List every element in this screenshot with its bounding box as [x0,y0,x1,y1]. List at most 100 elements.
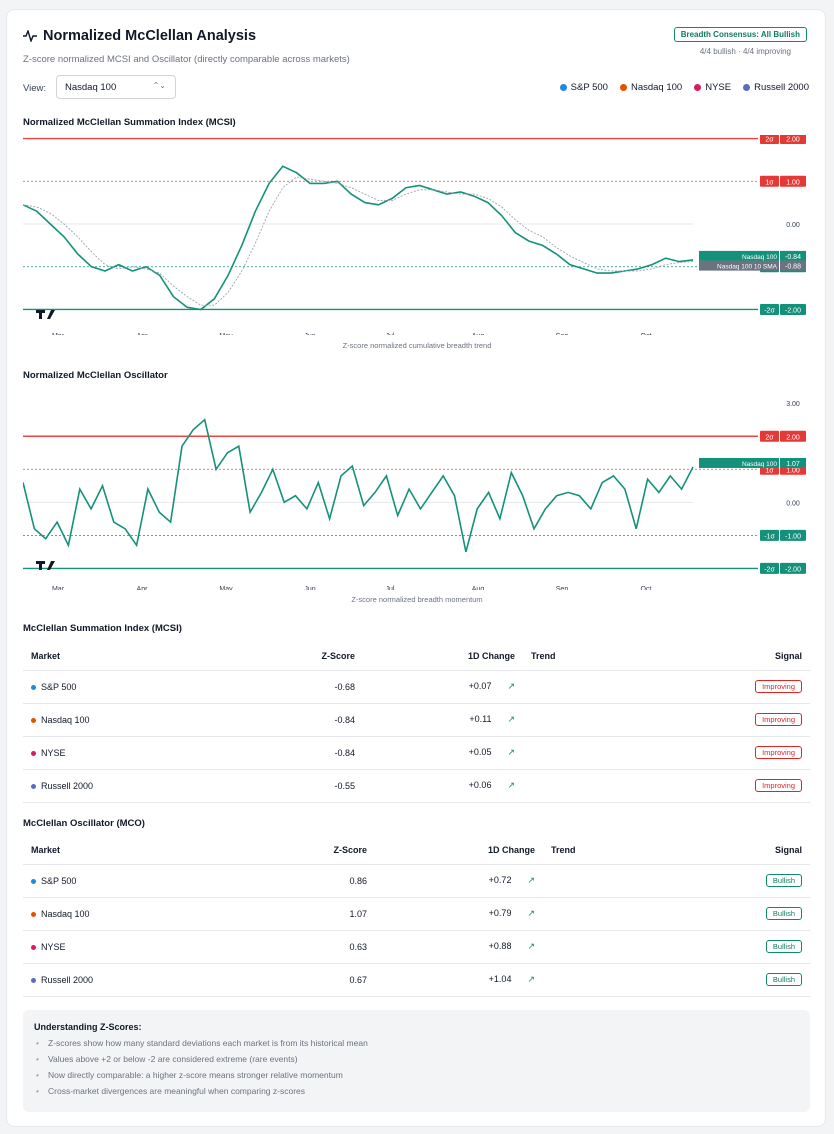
trend-cell [543,930,653,964]
market-dot [31,911,36,917]
info-title: Understanding Z-Scores: [34,1022,142,1032]
sigma-tag: -2σ [764,566,775,573]
sigma-tag-bg [760,135,779,145]
series-line [23,176,694,306]
y-tick-bg [780,175,806,187]
market-cell: S&P 500 [23,670,183,704]
last-value-name: Nasdaq 100 [742,254,777,261]
y-tick-bg [780,529,806,541]
market-name: Nasdaq 100 [41,714,90,725]
signal-cell: Improving [643,736,810,770]
table-row: Russell 2000 -0.55 +0.06 ↗ Improving [23,769,810,803]
consensus-badge: Breadth Consensus: All Bullish [673,27,807,42]
y-tick-label: 0.00 [786,500,800,507]
logo-slash [47,310,55,319]
view-select[interactable]: Nasdaq 100 ⌃⌄ [56,75,176,99]
table-row: NYSE -0.84 +0.05 ↗ Improving [23,736,810,770]
sigma-tag: 2σ [765,434,774,441]
trend-up-icon: ↗ [507,780,515,790]
sigma-tag-bg [760,175,779,187]
signal-cell: Improving [643,769,810,803]
logo-slash [47,561,55,570]
signal-badge: Improving [755,713,802,726]
legend-label: Russell 2000 [754,82,809,93]
y-tick-label: 1.00 [786,179,800,186]
change-cell: +0.72 ↗ [375,864,543,898]
info-item: Cross-market divergences are meaningful … [34,1086,799,1102]
trend-up-icon: ↗ [527,941,535,951]
logo-stem [39,310,42,319]
market-name: NYSE [41,941,66,952]
signal-badge: Bullish [765,874,802,887]
signal-cell: Bullish [653,963,810,997]
col-change: 1D Change [363,642,523,671]
month-tick: Mar [52,586,65,590]
zscore-cell: 0.63 [183,930,375,964]
month-tick: May [219,333,233,335]
change-value: +0.79 [488,908,512,918]
col-signal: Signal [643,642,810,671]
market-dot [31,878,36,884]
market-cell: Nasdaq 100 [23,703,183,737]
mcsi-chart-caption: Z-score normalized cumulative breadth tr… [342,341,492,350]
trend-cell [543,897,653,931]
view-label: View: [23,83,47,94]
tradingview-logo [36,310,55,319]
legend-item: Nasdaq 100 [619,82,682,93]
change-cell: +0.06 ↗ [363,769,523,803]
legend-item: NYSE [694,82,731,93]
legend-dot [559,84,567,91]
month-tick: Jun [304,586,315,590]
mco-chart[interactable]: 2σ 1σ -1σ -2σ 3.00 2.00 1.00 0.00 -1.00 -2.00 Nasd… [23,390,815,590]
info-item: Values above +2 or below -2 are consider… [34,1054,799,1070]
change-cell: +0.88 ↗ [375,930,543,964]
market-name: Nasdaq 100 [41,908,90,919]
market-cell: Russell 2000 [23,769,183,803]
month-tick: Oct [641,333,652,335]
change-value: +0.05 [468,747,492,757]
trend-up-icon: ↗ [507,714,515,724]
last-value-label: -0.84 [785,254,801,261]
market-dot [31,977,36,983]
month-tick: Sep [556,333,569,335]
mcsi-chart-title: Normalized McClellan Summation Index (MC… [23,117,236,128]
market-cell: NYSE [23,930,183,964]
market-cell: S&P 500 [23,864,183,898]
change-value: +0.06 [468,780,492,790]
sigma-tag: 1σ [765,467,774,474]
market-cell: NYSE [23,736,183,770]
tradingview-logo [36,561,55,570]
sigma-tag-bg [760,430,779,442]
market-name: Russell 2000 [41,974,94,985]
zscore-cell: -0.55 [183,769,363,803]
trend-up-icon: ↗ [527,974,535,984]
y-tick-label: -2.00 [785,307,801,314]
month-tick: Aug [472,586,485,590]
change-cell: +0.07 ↗ [363,670,523,704]
last-value-label: -0.88 [785,264,801,271]
consensus-summary: 4/4 bullish · 4/4 improving [699,47,791,56]
zscore-cell: 0.86 [183,864,375,898]
table-row: S&P 500 -0.68 +0.07 ↗ Improving [23,670,810,704]
signal-badge: Bullish [765,940,802,953]
market-legend: S&P 500 Nasdaq 100 NYSE Russell 2000 [559,82,809,93]
col-signal: Signal [653,836,810,865]
analysis-card: Normalized McClellan Analysis Z-score no… [6,9,826,1127]
zscore-cell: 1.07 [183,897,375,931]
trend-up-icon: ↗ [527,875,535,885]
table-row: Nasdaq 100 -0.84 +0.11 ↗ Improving [23,703,810,737]
market-name: S&P 500 [41,681,77,692]
sigma-tag: -1σ [764,533,775,540]
legend-item: S&P 500 [559,82,608,93]
change-value: +0.88 [488,941,512,951]
last-value-name-bg [699,260,779,271]
y-tick-label: 1.00 [786,467,800,474]
market-dot [31,750,36,756]
y-tick-bg [780,303,806,315]
month-tick: Sep [556,586,569,590]
month-tick: Jun [304,333,315,335]
series-line [23,418,694,553]
zscore-cell: -0.84 [183,703,363,737]
mco-table-title: McClellan Oscillator (MCO) [23,818,145,829]
